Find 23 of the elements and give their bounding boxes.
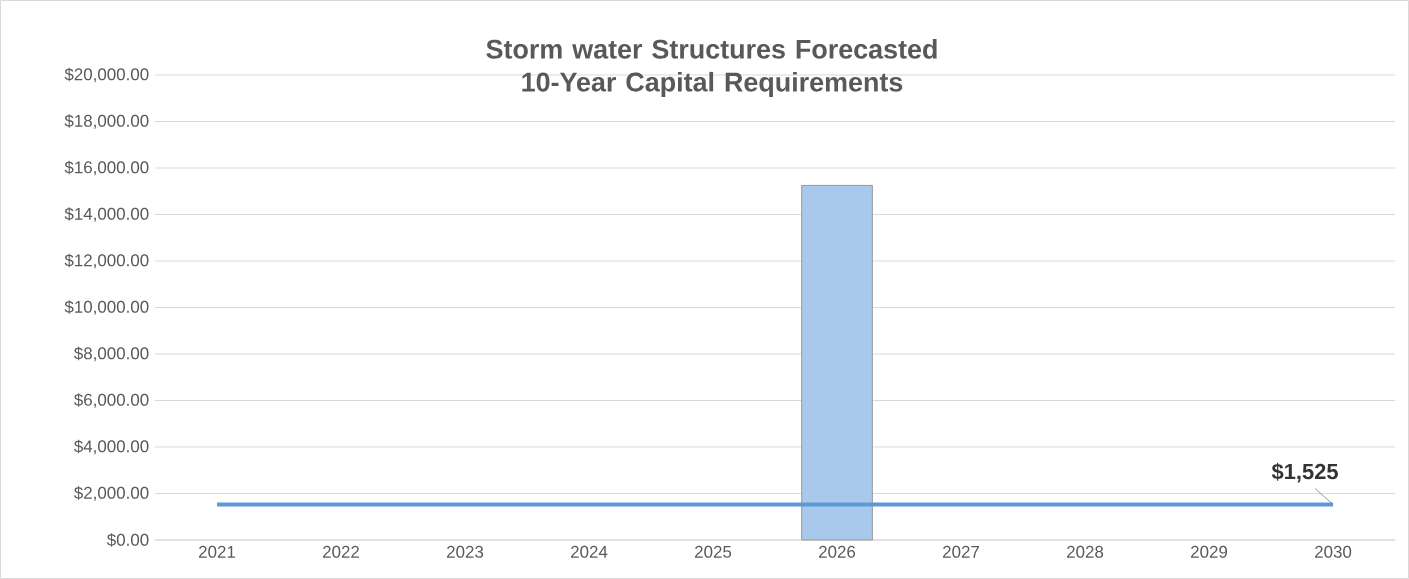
y-tick-label: $8,000.00 [74, 346, 149, 362]
x-tick-label: 2022 [323, 545, 359, 558]
x-tick-label: 2027 [943, 545, 979, 558]
x-tick-label: 2029 [1191, 545, 1228, 558]
x-tick-label: 2024 [571, 545, 608, 558]
x-tick-label: 2021 [199, 545, 236, 558]
y-tick-label: $6,000.00 [74, 393, 149, 408]
x-tick-label: 2026 [819, 545, 856, 558]
y-tick-label: $16,000.00 [64, 160, 149, 176]
x-tick-label: 2028 [1067, 545, 1104, 558]
x-tick-label: 2025 [695, 545, 732, 558]
chart-title: Storm water Structures Forecasted 10-Year Capital Requirements [486, 39, 937, 97]
y-tick-label: $14,000.00 [64, 207, 149, 222]
annotation: $1,525 [1271, 462, 1338, 483]
y-tick-label: $10,000.00 [64, 300, 149, 315]
x-tick-label: 2030 [1315, 545, 1352, 558]
y-tick-label: $18,000.00 [64, 114, 149, 129]
x-tick-label: 2023 [447, 545, 484, 558]
y-tick-label: $12,000.00 [64, 253, 149, 269]
y-tick-label: $20,000.00 [64, 67, 149, 83]
y-tick-label: $4,000.00 [74, 439, 149, 455]
y-tick-label: $2,000.00 [74, 486, 149, 501]
y-tick-label: $0.00 [106, 533, 149, 547]
